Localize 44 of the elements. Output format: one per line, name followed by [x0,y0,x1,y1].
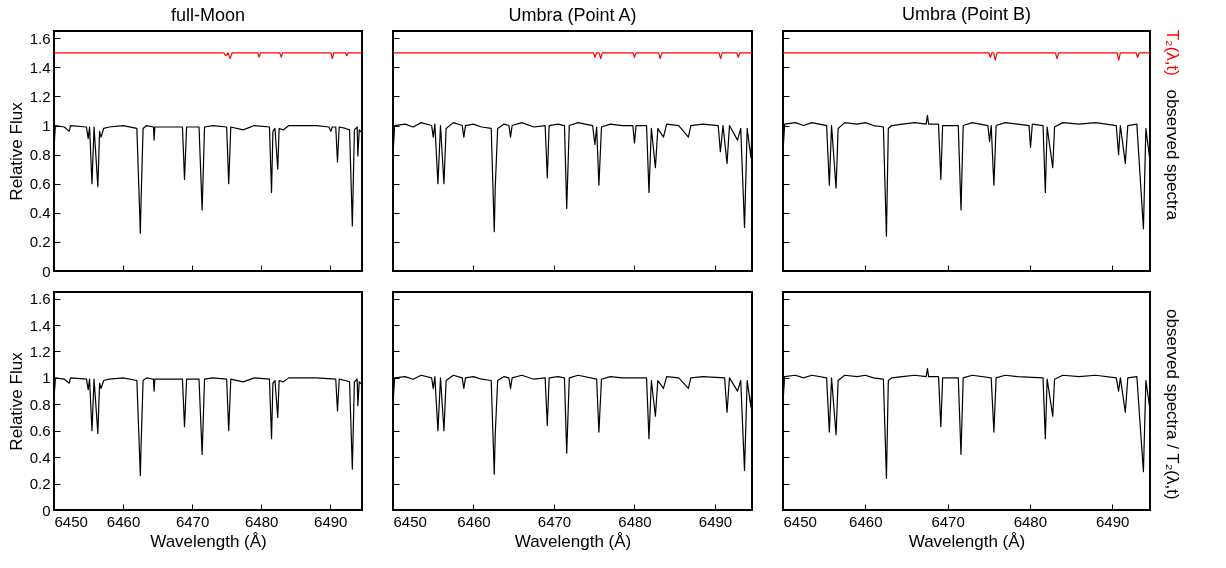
chart-title: full-Moon [170,5,246,25]
chart-title: Umbra (Point A) [508,5,637,25]
y-tick-label: 1.6 [29,290,51,308]
x-tick-label: 6490 [314,512,348,530]
text: observed spectra / T₂(λ,t) [1163,309,1182,500]
y-tick-label: 0.8 [29,146,51,164]
x-tick-label: 6480 [1013,512,1048,530]
x-tick-label: 6460 [106,512,141,530]
x-tick-label: 6480 [618,512,652,530]
text: observed spectra [1163,89,1182,221]
x-tick-label: 6470 [537,512,572,530]
x-tick-label: 6470 [931,512,965,530]
y-tick-label: 0.2 [29,475,51,493]
y-tick-label: 1.2 [29,342,51,360]
x-tick-label: 6450 [783,512,817,530]
y-tick-label: 1.6 [29,29,51,47]
y-tick-label: 0 [42,501,51,519]
y-tick-label: 0.6 [29,175,51,193]
x-tick-label: 6460 [457,512,491,530]
x-tick-label: 6460 [849,512,883,530]
x-axis-title: Wavelength (Å) [514,531,632,551]
y-tick-label: 0.8 [29,395,51,413]
y-tick-label: 1.4 [29,58,51,76]
text: T₂(λ,t) [1163,29,1182,76]
y-axis-title: Relative Flux [6,101,26,201]
x-tick-label: 6490 [698,512,733,530]
x-tick-label: 6470 [175,512,210,530]
x-tick-label: 6480 [244,512,279,530]
y-tick-label: 0.6 [29,422,51,440]
y-tick-label: 0.4 [29,204,51,222]
x-axis-title: Wavelength (Å) [908,531,1026,551]
x-tick-label: 6490 [1095,512,1130,530]
x-tick-label: 6450 [54,512,88,530]
y-tick-label: 1.2 [29,87,51,105]
y-tick-label: 0 [42,262,51,280]
y-tick-label: 1.4 [29,316,51,334]
chart-title: Umbra (Point B) [901,3,1032,24]
y-axis-title: Relative Flux [6,351,26,451]
y-tick-label: 0.2 [29,233,51,251]
y-tick-label: 1 [42,369,51,387]
x-axis-title: Wavelength (Å) [150,531,267,551]
y-tick-label: 0.4 [29,448,51,466]
y-tick-label: 1 [42,117,51,135]
x-tick-label: 6450 [393,512,427,530]
